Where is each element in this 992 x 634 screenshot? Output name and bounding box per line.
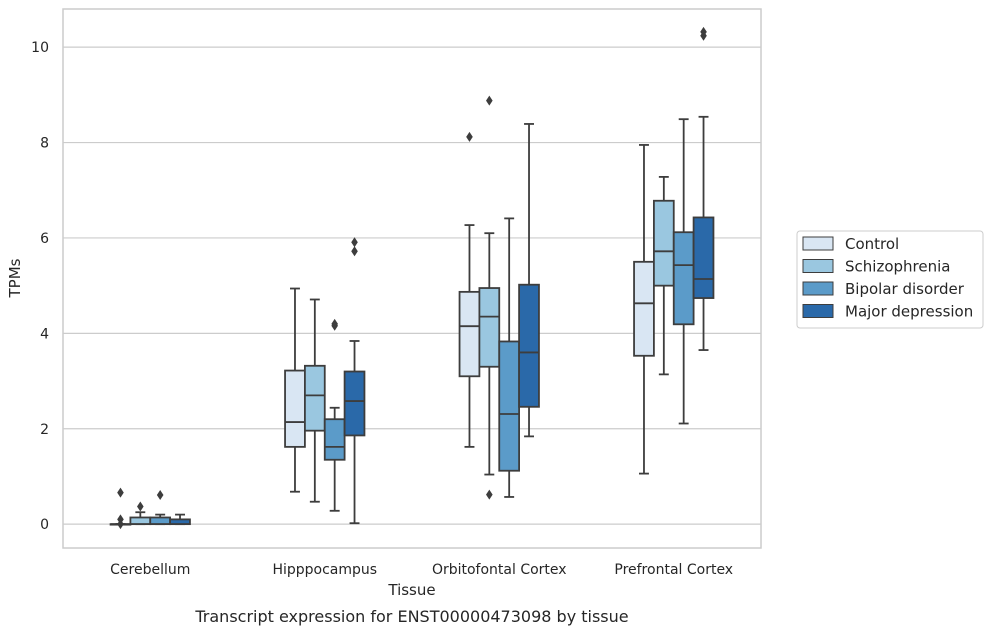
legend: Control Schizophrenia Bipolar disorder Majo… (796, 230, 984, 329)
box-plot (304, 298, 326, 503)
box (304, 364, 326, 432)
outlier-marker (351, 237, 358, 248)
box (478, 287, 501, 368)
box (498, 340, 520, 472)
outlier-marker (137, 501, 144, 512)
box-plot (109, 487, 132, 530)
legend-item: Schizophrenia (802, 258, 950, 276)
outlier-marker (156, 490, 164, 501)
y-tick-label: 0 (40, 517, 49, 533)
x-tick-label: Prefrontal Cortex (614, 562, 733, 578)
box (653, 199, 675, 287)
y-tick-label: 2 (40, 422, 49, 438)
legend-label: Bipolar disorder (845, 280, 965, 298)
box-plot (323, 318, 346, 512)
legend-frame (796, 230, 984, 329)
y-tick-label: 6 (40, 231, 49, 247)
box (284, 369, 306, 448)
y-axis-title: TPMs (6, 258, 24, 298)
box-plot (169, 513, 191, 526)
legend-item: Bipolar disorder (802, 280, 965, 298)
box (149, 516, 171, 526)
legend-label: Schizophrenia (845, 258, 950, 276)
box-plot (343, 237, 366, 525)
y-tick-label: 10 (31, 40, 49, 56)
box (672, 231, 695, 326)
box-plot-series (109, 26, 715, 530)
y-tick-label: 4 (40, 326, 49, 342)
legend-items: Control Schizophrenia Bipolar disorder Majo… (802, 235, 973, 321)
box (343, 370, 366, 437)
legend-label: Major depression (845, 303, 973, 321)
outlier-marker (700, 30, 707, 41)
x-tick-labels: Cerebellum Hipppocampus Orbitofontal Corte… (110, 562, 733, 578)
outlier-marker (117, 519, 124, 530)
plot-frame (62, 8, 762, 549)
box-plot (633, 144, 655, 475)
box (692, 216, 715, 299)
outlier-marker (466, 131, 473, 142)
y-tick-labels: 0 2 4 6 8 10 (31, 40, 49, 533)
box-plot (692, 26, 715, 351)
chart-caption: Transcript expression for ENST0000047309… (194, 607, 628, 626)
box-plot (518, 123, 540, 438)
legend-swatch (802, 236, 834, 251)
box-plot (458, 131, 481, 448)
box (633, 260, 655, 357)
series-major-depression (169, 26, 715, 526)
outlier-marker (351, 246, 358, 257)
box (518, 283, 540, 408)
legend-swatch (802, 281, 834, 296)
x-tick-label: Cerebellum (110, 562, 190, 578)
series-control (109, 131, 655, 530)
legend-swatch (802, 259, 834, 273)
box-plot (672, 118, 695, 425)
y-tick-label: 8 (40, 136, 49, 152)
box-plot (149, 490, 171, 526)
legend-item: Major depression (802, 303, 973, 321)
outlier-marker (486, 95, 493, 106)
series-bipolar-disorder (149, 118, 695, 526)
legend-item: Control (802, 235, 899, 253)
outlier-marker (331, 320, 338, 331)
legend-label: Control (845, 235, 899, 253)
legend-swatch (802, 304, 834, 318)
box-plot (478, 95, 501, 500)
box (323, 418, 346, 461)
box (458, 290, 481, 378)
outlier-marker (486, 489, 493, 500)
x-tick-label: Hipppocampus (272, 562, 377, 578)
box (129, 516, 152, 526)
x-tick-label: Orbitofontal Cortex (432, 562, 567, 578)
outlier-marker (117, 487, 124, 498)
x-axis-title: Tissue (387, 581, 435, 599)
